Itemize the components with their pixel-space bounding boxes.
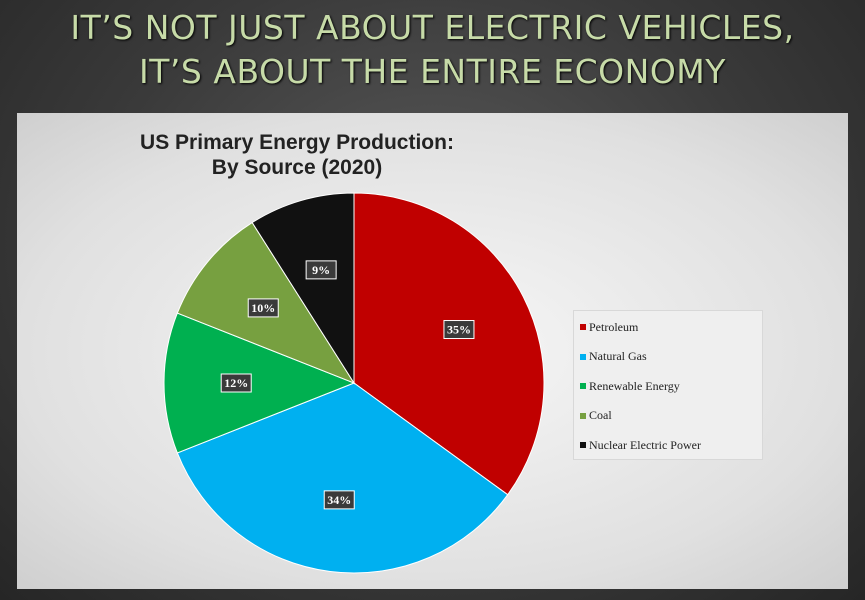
data-label-renewable-energy: 12%	[220, 373, 252, 393]
legend-label: Nuclear Electric Power	[589, 437, 701, 452]
pie-chart: 35% 34% 12% 10% 9%	[163, 192, 545, 574]
chart-title-line-2: By Source (2020)	[211, 156, 383, 179]
legend-item-nuclear-electric-power: Nuclear Electric Power	[580, 435, 701, 455]
chart-legend: Petroleum Natural Gas Renewable Energy Coal…	[573, 310, 763, 460]
legend-label: Natural Gas	[589, 349, 647, 363]
legend-item-renewable-energy: Renewable Energy	[580, 376, 680, 396]
headline-line-1: IT’S NOT JUST ABOUT ELECTRIC VEHICLES,	[70, 8, 795, 47]
legend-swatch	[580, 353, 586, 360]
legend-swatch	[580, 383, 586, 389]
legend-item-natural-gas: Natural Gas	[580, 347, 647, 367]
data-label-nuclear-electric-power: 9%	[305, 260, 337, 280]
legend-label: Renewable Energy	[589, 378, 680, 393]
chart-panel: US Primary Energy Production: By Source …	[17, 113, 848, 589]
svg-text:9%: 9%	[312, 263, 330, 277]
slide-headline: IT’S NOT JUST ABOUT ELECTRIC VEHICLES, I…	[0, 6, 865, 94]
svg-text:12%: 12%	[224, 376, 248, 390]
legend-swatch	[580, 412, 586, 419]
legend-item-petroleum: Petroleum	[580, 317, 638, 337]
chart-title: US Primary Energy Production: By Source …	[97, 130, 497, 180]
svg-text:35%: 35%	[447, 323, 471, 337]
data-label-coal: 10%	[247, 298, 279, 318]
pie-slice-renewable-energy	[163, 312, 356, 454]
legend-swatch	[580, 442, 586, 448]
svg-text:34%: 34%	[327, 493, 351, 507]
legend-item-coal: Coal	[580, 406, 612, 426]
data-label-petroleum: 35%	[443, 320, 475, 340]
chart-title-line-1: US Primary Energy Production:	[140, 131, 454, 154]
headline-line-2: IT’S ABOUT THE ENTIRE ECONOMY	[139, 52, 726, 91]
legend-swatch	[580, 324, 586, 330]
pie-slice-petroleum	[353, 192, 545, 496]
svg-text:10%: 10%	[251, 301, 275, 315]
legend-label: Coal	[589, 408, 612, 422]
pie-slice-natural-gas	[176, 382, 509, 574]
data-label-natural-gas: 34%	[323, 490, 355, 510]
pie-slice-nuclear-electric-power	[251, 192, 355, 385]
legend-label: Petroleum	[589, 319, 639, 334]
